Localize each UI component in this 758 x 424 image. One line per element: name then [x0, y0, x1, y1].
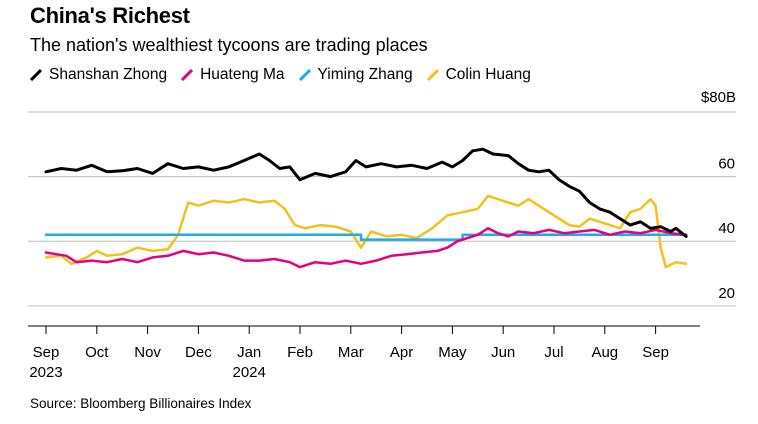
legend-line-icon	[181, 69, 194, 81]
legend-label: Colin Huang	[445, 66, 531, 83]
x-tick-year-label: 2023	[29, 364, 62, 381]
x-tick-label: Dec	[185, 344, 212, 361]
y-tick-label: 20	[718, 285, 735, 302]
legend-line-icon	[426, 69, 439, 81]
x-tick-label: Apr	[390, 344, 413, 361]
x-tick-label: Mar	[338, 344, 364, 361]
x-tick-year-label: 2024	[233, 364, 266, 381]
x-tick-label: Oct	[85, 344, 109, 361]
x-axis: Sep 2023 Oct Nov Dec Jan 2024 Feb Mar Apr May Jun Ju…	[28, 325, 700, 381]
legend-swatch-yiming-zhang	[298, 69, 311, 81]
x-tick-label: Sep	[642, 344, 669, 361]
legend-label: Yiming Zhang	[317, 66, 413, 83]
legend-label: Shanshan Zhong	[49, 66, 168, 83]
x-tick-label: Sep	[33, 344, 60, 361]
x-tick-label: Jul	[544, 344, 563, 361]
y-tick-label: $80B	[701, 89, 736, 106]
series-line-shanshan-zhong	[44, 147, 688, 238]
legend-item-yiming-zhang: Yiming Zhang	[298, 66, 413, 84]
chart-title: China's Richest	[30, 3, 190, 28]
y-tick-label: 60	[718, 156, 735, 173]
x-tick-label: Nov	[134, 344, 161, 361]
y-tick-label: 40	[718, 220, 735, 237]
x-tick-label: Feb	[287, 344, 313, 361]
series-lines	[44, 147, 688, 269]
x-tick-label: Jun	[491, 344, 515, 361]
chart-subtitle: The nation's wealthiest tycoons are trad…	[30, 35, 428, 55]
x-tick-label: Jan	[237, 344, 261, 361]
source-note: Source: Bloomberg Billionaires Index	[30, 396, 252, 411]
legend-line-icon	[298, 69, 311, 81]
legend-item-huateng-ma: Huateng Ma	[181, 66, 285, 84]
grid	[28, 111, 736, 307]
legend-swatch-shanshan-zhong	[30, 69, 42, 81]
legend-line-icon	[30, 69, 42, 81]
series-line-huateng-ma	[44, 227, 688, 269]
series-line-colin-huang	[44, 194, 688, 269]
legend-swatch-colin-huang	[426, 69, 439, 81]
x-tick-label: May	[438, 344, 467, 361]
legend: Shanshan Zhong Huateng Ma Yiming Zhang C…	[30, 66, 545, 84]
legend-item-colin-huang: Colin Huang	[426, 66, 531, 84]
legend-label: Huateng Ma	[200, 66, 285, 83]
x-tick-label: Aug	[591, 344, 618, 361]
y-axis: 20 40 60 $80B	[701, 89, 736, 302]
series-line-yiming-zhang	[44, 233, 688, 241]
legend-swatch-huateng-ma	[181, 69, 194, 81]
legend-item-shanshan-zhong: Shanshan Zhong	[30, 66, 167, 84]
